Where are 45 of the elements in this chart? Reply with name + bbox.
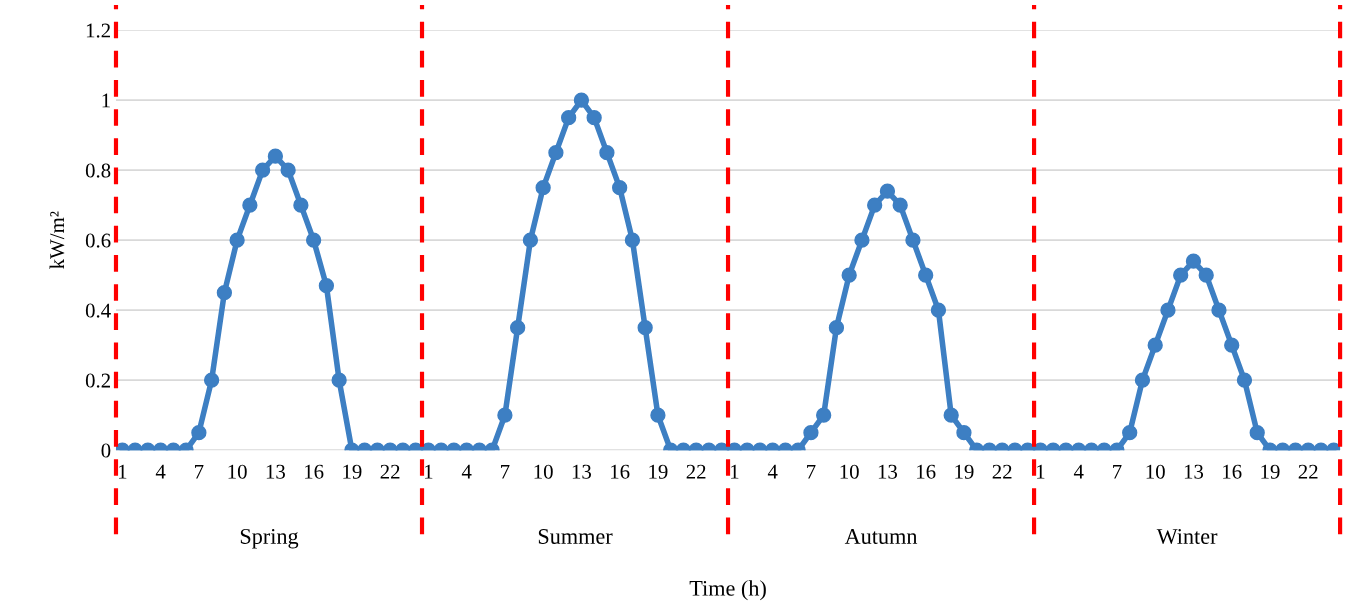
x-tick-label: 16 <box>917 464 936 479</box>
x-tick-label: 1 <box>425 464 433 479</box>
x-tick-label: 19 <box>1261 464 1280 479</box>
x-tick-label: 4 <box>767 464 778 479</box>
x-tick-label: 1 <box>118 464 127 479</box>
x-tick-label: 13 <box>572 464 592 479</box>
x-tick-label: 7 <box>1113 464 1122 479</box>
x-tick-label: 22 <box>686 464 706 479</box>
y-tick-label: 0.2 <box>85 373 110 388</box>
text: Summer <box>538 529 613 544</box>
y-tick-label: 0.4 <box>85 303 111 318</box>
x-tick-label: 10 <box>228 464 247 479</box>
y-tick-label: 1.2 <box>86 23 110 38</box>
x-axis-title: Time (h) <box>689 580 766 601</box>
x-tick-label: 1 <box>731 464 739 479</box>
x-tick-label: 13 <box>878 464 898 479</box>
x-tick-label: 22 <box>380 464 400 479</box>
text: Spring <box>240 528 299 549</box>
y-tick-label: 0 <box>101 443 111 458</box>
x-tick-label: 4 <box>461 464 472 479</box>
x-tick-label: 16 <box>1223 464 1242 479</box>
x-tick-label: 10 <box>534 464 553 479</box>
x-tick-label: 4 <box>1073 464 1084 479</box>
x-tick-label: 4 <box>155 464 166 479</box>
x-tick-label: 1 <box>1037 464 1045 479</box>
y-tick-label: 0.8 <box>85 163 111 178</box>
x-tick-label: 13 <box>1184 464 1204 479</box>
x-tick-label: 10 <box>1146 464 1165 479</box>
x-tick-label: 16 <box>305 464 324 479</box>
x-tick-label: 7 <box>501 464 510 479</box>
text: Winter <box>1156 529 1218 545</box>
x-tick-label: 19 <box>649 464 668 479</box>
y-tick-label: 0.6 <box>85 233 111 248</box>
x-tick-label: 16 <box>611 464 630 479</box>
x-tick-label: 7 <box>807 464 816 479</box>
x-tick-label: 22 <box>1298 464 1318 479</box>
x-tick-label: 13 <box>266 464 285 479</box>
text: Autumn <box>844 529 918 544</box>
x-tick-label: 19 <box>955 464 974 479</box>
x-tick-label: 22 <box>992 464 1012 479</box>
x-tick-label: 7 <box>195 464 204 479</box>
y-tick-label: 1 <box>102 93 110 108</box>
y-axis-title: kW/m² <box>49 211 65 269</box>
x-tick-label: 10 <box>840 464 859 479</box>
x-tick-label: 19 <box>343 464 362 479</box>
